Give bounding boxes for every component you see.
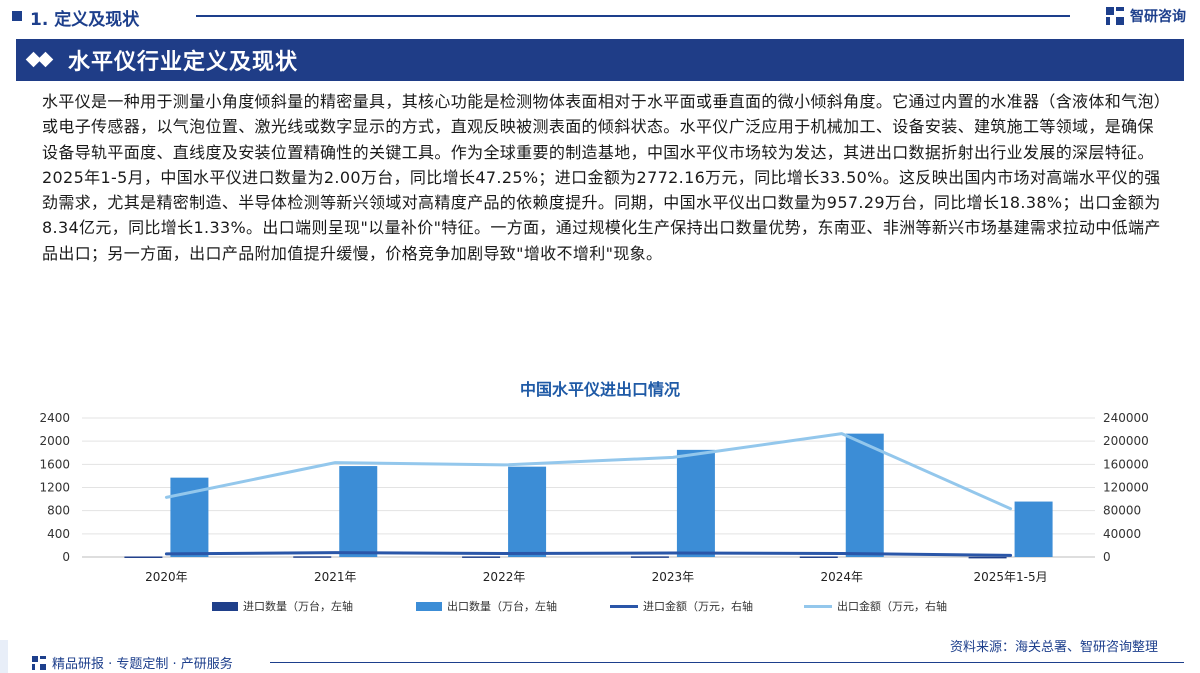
footer-logo-icon	[32, 655, 46, 670]
top-bar: 1. 定义及现状 智研咨询	[0, 0, 1200, 38]
legend-swatch	[804, 604, 832, 608]
body-paragraph: 水平仪是一种用于测量小角度倾斜量的精密量具，其核心功能是检测物体表面相对于水平面…	[42, 92, 1163, 263]
legend-label: 出口金额（万元，右轴	[837, 600, 947, 613]
bar-export-qty	[1014, 501, 1053, 557]
x-tick-label: 2024年	[820, 570, 863, 584]
left-tick-label: 1600	[39, 457, 70, 471]
left-tick-label: 2400	[39, 411, 70, 425]
legend-item: 出口金额（万元，右轴	[804, 598, 947, 614]
bar-import-qty	[799, 556, 838, 558]
left-tick-label: 800	[47, 504, 70, 518]
right-tick-label: 240000	[1103, 411, 1149, 425]
x-tick-label: 2022年	[483, 570, 526, 584]
bar-export-qty	[339, 466, 378, 557]
legend-item: 进口数量（万台，左轴	[212, 598, 353, 614]
legend-label: 出口数量（万台，左轴	[447, 600, 557, 613]
legend-swatch	[610, 604, 638, 608]
line-import-value	[164, 551, 1013, 557]
left-tick-label: 2000	[39, 434, 70, 448]
legend-swatch	[416, 601, 442, 611]
bar-import-qty	[968, 556, 1007, 559]
page-title: 水平仪行业定义及现状	[68, 50, 299, 75]
right-tick-label: 40000	[1103, 527, 1141, 541]
footer-tagline: 精品研报 · 专题定制 · 产研服务	[52, 657, 233, 672]
chart-legend: 进口数量（万台，左轴 出口数量（万台，左轴 进口金额（万元，右轴 出口金额（万元，右轴	[0, 598, 1200, 616]
header-rule	[196, 15, 1070, 17]
bar-export-qty	[508, 466, 547, 557]
x-tick-label: 2023年	[652, 570, 695, 584]
x-tick-label: 2021年	[314, 570, 357, 584]
brand-logo-icon	[1106, 7, 1124, 25]
bar-import-qty	[630, 556, 669, 558]
legend-label: 进口数量（万台，左轴	[243, 600, 353, 613]
chart: 0 400 800 1200 1600 2000 2400 0 40000 80000 120000…	[39, 411, 1149, 584]
right-tick-label: 120000	[1103, 481, 1149, 495]
brand: 智研咨询	[1106, 6, 1186, 26]
legend-item: 进口金额（万元，右轴	[610, 598, 753, 614]
source-note: 资料来源：海关总署、智研咨询整理	[949, 640, 1158, 655]
bar-import-qty	[293, 556, 332, 558]
left-tick-label: 0	[62, 550, 70, 564]
section-marker	[12, 11, 22, 21]
left-tick-label: 400	[47, 527, 70, 541]
right-tick-label: 200000	[1103, 434, 1149, 448]
legend-swatch	[212, 601, 238, 611]
chart-title: 中国水平仪进出口情况	[519, 380, 680, 399]
bar-export-qty	[676, 449, 715, 557]
diamond-icon	[25, 50, 62, 70]
footer-tagline-block: 精品研报 · 专题定制 · 产研服务	[32, 653, 233, 672]
legend-label: 进口金额（万元，右轴	[643, 600, 753, 613]
x-tick-label: 2020年	[145, 570, 188, 584]
bar-import-qty	[124, 556, 163, 558]
bar-export-qty	[845, 433, 884, 557]
footer-rule	[270, 662, 1184, 663]
legend-item: 出口数量（万台，左轴	[416, 598, 557, 614]
title-bar: 水平仪行业定义及现状	[16, 39, 1184, 81]
bar-import-qty	[462, 556, 501, 558]
right-tick-label: 160000	[1103, 457, 1149, 471]
left-tick-label: 1200	[39, 481, 70, 495]
section-heading: 1. 定义及现状	[30, 10, 140, 30]
line-export-value	[164, 432, 1013, 511]
footer-band	[0, 640, 8, 673]
right-tick-label: 0	[1103, 550, 1111, 564]
right-tick-label: 80000	[1103, 504, 1141, 518]
x-tick-label: 2025年1-5月	[974, 570, 1048, 584]
brand-name: 智研咨询	[1130, 9, 1186, 25]
